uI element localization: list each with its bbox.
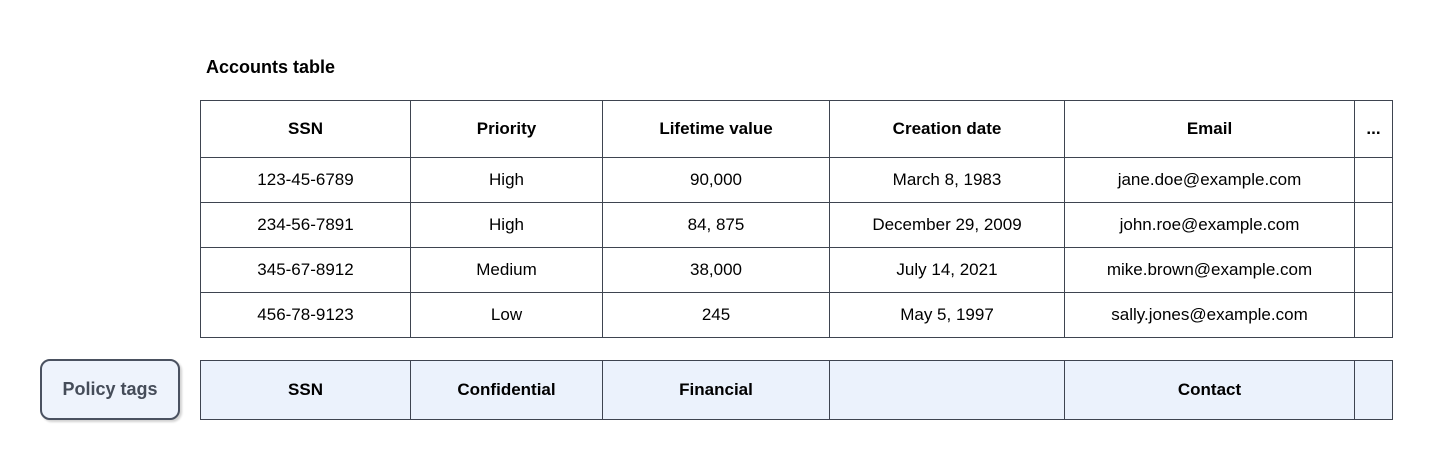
policy-tag-row: SSN Confidential Financial Contact: [200, 360, 1393, 420]
policy-tag-cell-financial: Financial: [602, 360, 830, 420]
policy-tag-cell-confidential: Confidential: [410, 360, 603, 420]
cell-more: [1354, 292, 1393, 338]
column-header-creation-date: Creation date: [829, 100, 1065, 158]
cell-creation-date: May 5, 1997: [829, 292, 1065, 338]
cell-creation-date: March 8, 1983: [829, 157, 1065, 203]
cell-lifetime-value: 84, 875: [602, 202, 830, 248]
table-row: 345-67-8912 Medium 38,000 July 14, 2021 …: [200, 247, 1393, 293]
cell-email: sally.jones@example.com: [1064, 292, 1355, 338]
cell-more: [1354, 157, 1393, 203]
cell-creation-date: December 29, 2009: [829, 202, 1065, 248]
cell-ssn: 234-56-7891: [200, 202, 411, 248]
table-row: 234-56-7891 High 84, 875 December 29, 20…: [200, 202, 1393, 248]
cell-lifetime-value: 38,000: [602, 247, 830, 293]
column-header-more-ellipsis: ...: [1354, 100, 1393, 158]
column-header-priority: Priority: [410, 100, 603, 158]
accounts-table: SSN Priority Lifetime value Creation dat…: [200, 100, 1393, 338]
column-header-lifetime-value: Lifetime value: [602, 100, 830, 158]
header-row: SSN Priority Lifetime value Creation dat…: [200, 100, 1393, 158]
cell-email: jane.doe@example.com: [1064, 157, 1355, 203]
cell-creation-date: July 14, 2021: [829, 247, 1065, 293]
column-header-email: Email: [1064, 100, 1355, 158]
cell-more: [1354, 247, 1393, 293]
cell-ssn: 345-67-8912: [200, 247, 411, 293]
cell-ssn: 123-45-6789: [200, 157, 411, 203]
accounts-table-title: Accounts table: [206, 57, 336, 77]
cell-priority: Low: [410, 292, 603, 338]
cell-ssn: 456-78-9123: [200, 292, 411, 338]
table-row: 123-45-6789 High 90,000 March 8, 1983 ja…: [200, 157, 1393, 203]
cell-priority: High: [410, 157, 603, 203]
column-header-ssn: SSN: [200, 100, 411, 158]
policy-tags-row: SSN Confidential Financial Contact: [200, 360, 1393, 420]
cell-lifetime-value: 90,000: [602, 157, 830, 203]
cell-more: [1354, 202, 1393, 248]
cell-email: mike.brown@example.com: [1064, 247, 1355, 293]
policy-tag-cell-empty: [829, 360, 1065, 420]
cell-lifetime-value: 245: [602, 292, 830, 338]
policy-tag-cell-more: [1354, 360, 1393, 420]
policy-tag-cell-contact: Contact: [1064, 360, 1355, 420]
policy-tag-cell-ssn: SSN: [200, 360, 411, 420]
policy-tags-label: Policy tags: [62, 379, 158, 399]
table-row: 456-78-9123 Low 245 May 5, 1997 sally.jo…: [200, 292, 1393, 338]
cell-priority: High: [410, 202, 603, 248]
cell-email: john.roe@example.com: [1064, 202, 1355, 248]
cell-priority: Medium: [410, 247, 603, 293]
policy-tags-button[interactable]: Policy tags: [40, 359, 180, 420]
